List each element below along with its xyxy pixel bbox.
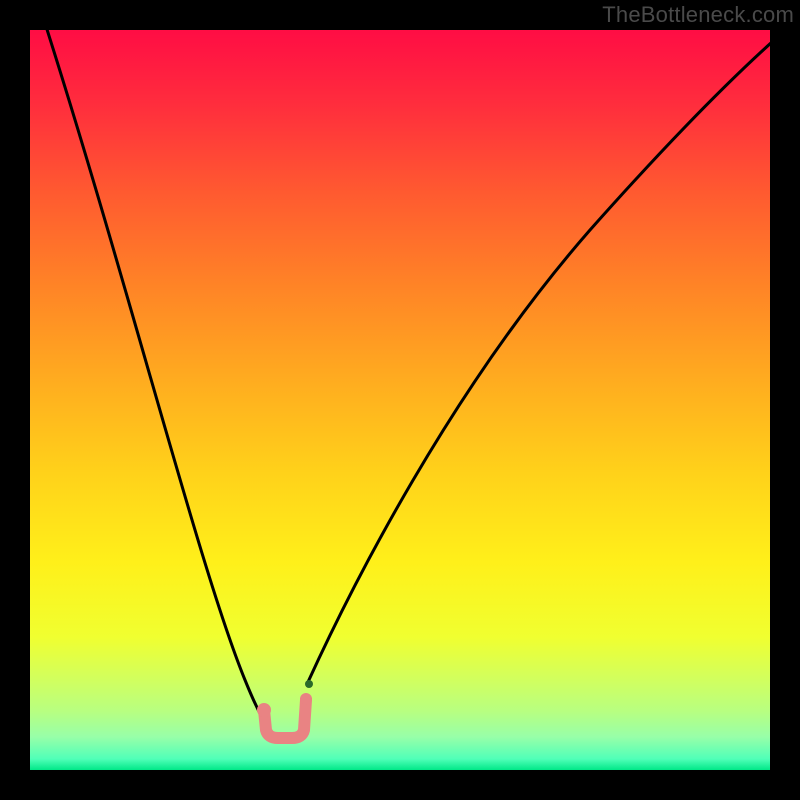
curve-right — [308, 42, 770, 682]
curve-marker-0 — [257, 703, 271, 717]
curve-bottom-highlight — [264, 700, 306, 738]
chart-container: TheBottleneck.com — [0, 0, 800, 800]
plot-area — [30, 30, 770, 770]
curve-left — [44, 30, 279, 736]
plot-background — [30, 30, 770, 770]
plot-svg — [30, 30, 770, 770]
curve-marker-1 — [300, 693, 312, 705]
curve-marker-2 — [305, 680, 313, 688]
watermark-text: TheBottleneck.com — [602, 2, 794, 28]
